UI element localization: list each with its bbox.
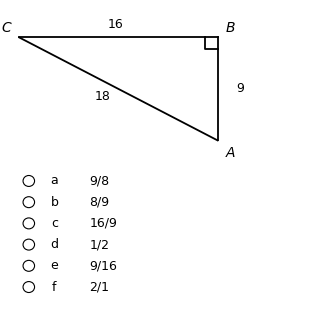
Text: 8/9: 8/9 bbox=[90, 196, 110, 209]
Text: 18: 18 bbox=[94, 90, 110, 103]
Text: a: a bbox=[51, 174, 58, 188]
Text: e: e bbox=[51, 259, 58, 272]
Text: 2/1: 2/1 bbox=[90, 280, 109, 294]
Text: f: f bbox=[52, 280, 57, 294]
Text: 9/8: 9/8 bbox=[90, 174, 110, 188]
Text: 16/9: 16/9 bbox=[90, 217, 117, 230]
Text: 9/16: 9/16 bbox=[90, 259, 117, 272]
Text: 16: 16 bbox=[107, 18, 123, 32]
Text: c: c bbox=[51, 217, 58, 230]
Text: B: B bbox=[226, 21, 235, 35]
Text: A: A bbox=[226, 146, 235, 160]
Text: C: C bbox=[2, 21, 11, 35]
Text: 9: 9 bbox=[236, 82, 244, 95]
Text: b: b bbox=[51, 196, 58, 209]
Text: d: d bbox=[51, 238, 59, 251]
Text: 1/2: 1/2 bbox=[90, 238, 109, 251]
